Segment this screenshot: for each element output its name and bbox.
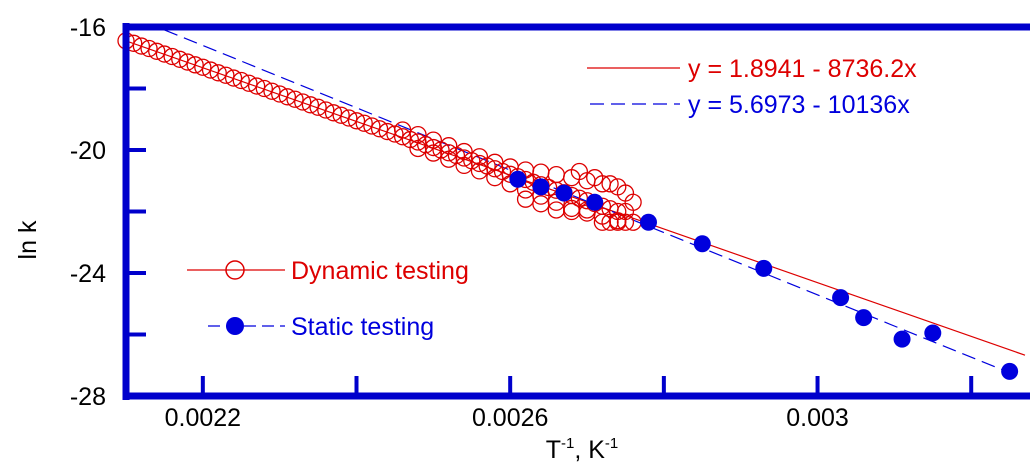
series-legend: Dynamic testing Static testing [187, 257, 469, 341]
dynamic-point [163, 47, 181, 66]
static-point [509, 170, 527, 188]
dynamic-point [440, 150, 458, 168]
legend-label-dynamic: Dynamic testing [291, 257, 469, 285]
dynamic-point [309, 98, 327, 116]
static-point [893, 330, 911, 348]
dynamic-point [393, 121, 412, 139]
dynamic-point [470, 162, 489, 180]
legend-marker-dynamic [225, 260, 245, 280]
x-tick-label: 0.0022 [165, 404, 241, 432]
dynamic-point [440, 137, 458, 155]
static-point [693, 235, 711, 253]
dynamic-point [217, 66, 235, 84]
y-tick-label: -20 [70, 137, 106, 165]
x-axis-label: T-1, K-1 [546, 435, 619, 463]
y-tick-label: -16 [70, 14, 106, 42]
x-tick-label: 0.003 [786, 404, 849, 432]
dynamic-point [386, 125, 404, 143]
dynamic-point [601, 175, 619, 193]
dynamic-point [586, 169, 604, 187]
dynamic-point [278, 88, 297, 106]
dynamic-point [340, 109, 358, 127]
y-tick-label: -28 [70, 383, 106, 411]
dynamic-point [409, 125, 427, 144]
dynamic-point [155, 45, 174, 63]
dynamic-point [240, 74, 258, 92]
static-point [855, 309, 873, 327]
dynamic-point [324, 104, 343, 122]
dynamic-point [148, 42, 166, 60]
dynamic-point [201, 61, 220, 79]
dynamic-point [563, 202, 581, 221]
dynamic-point [570, 162, 588, 181]
x-axis-label-sup2: -1 [605, 435, 618, 452]
dynamic-point [294, 93, 312, 111]
dynamic-point [286, 90, 304, 108]
dynamic-point [332, 106, 350, 124]
dynamic-point [263, 82, 281, 100]
dynamic-point [271, 85, 289, 103]
static-point [555, 184, 573, 202]
dynamic-point [532, 163, 550, 181]
dynamic-point [470, 148, 489, 166]
static-point [924, 324, 942, 342]
dynamic-point [247, 77, 266, 95]
x-axis-label-sup1: -1 [561, 435, 574, 452]
dynamic-point [232, 71, 250, 90]
dynamic-point [424, 131, 443, 149]
dynamic-point [547, 165, 565, 184]
dynamic-point [516, 190, 535, 208]
static-point [1001, 362, 1019, 380]
y-axis-label: ln k [14, 220, 42, 259]
y-tick-label: -24 [70, 260, 106, 288]
dynamic-point [171, 50, 189, 68]
dynamic-point [424, 144, 443, 162]
fit-equation-dynamic: y = 1.8941 - 8736.2x [688, 55, 917, 83]
x-tick-label: 0.0026 [472, 404, 548, 432]
dynamic-point [486, 169, 504, 187]
dynamic-point [186, 56, 204, 74]
dynamic-point [563, 199, 581, 218]
legend-label-static: Static testing [291, 313, 434, 341]
dynamic-point [347, 112, 366, 130]
static-point [755, 259, 773, 277]
dynamic-point [363, 117, 381, 135]
static-series [509, 170, 1019, 380]
dynamic-point [532, 195, 550, 213]
dynamic-point [455, 156, 473, 175]
dynamic-point [140, 39, 158, 58]
fit-legend: y = 1.8941 - 8736.2x y = 5.6973 - 10136x [587, 55, 917, 119]
dynamic-point [194, 58, 212, 76]
dynamic-point [616, 213, 635, 231]
fit-line-0 [126, 40, 1026, 356]
dynamic-point [370, 120, 389, 138]
x-axis-label-mid: , K [574, 436, 605, 463]
axis-ticks: -16 -20 -24 -28 0.0022 0.0026 0.003 [70, 14, 974, 432]
static-point [586, 193, 604, 211]
static-point [832, 289, 850, 307]
legend-marker-static [226, 317, 244, 335]
dynamic-point [178, 53, 197, 71]
dynamic-point [255, 79, 273, 98]
fit-equation-static: y = 5.6973 - 10136x [688, 91, 910, 119]
dynamic-point [224, 69, 243, 87]
dynamic-point [317, 101, 335, 119]
static-point [532, 178, 550, 196]
dynamic-point [301, 96, 320, 114]
dynamic-point [132, 37, 151, 55]
dynamic-point [455, 142, 473, 161]
dynamic-point [409, 139, 427, 158]
dynamic-point [624, 193, 642, 211]
static-point [639, 213, 657, 231]
x-axis-label-base: T [546, 436, 561, 463]
dynamic-point [209, 64, 227, 82]
dynamic-point [355, 114, 373, 132]
